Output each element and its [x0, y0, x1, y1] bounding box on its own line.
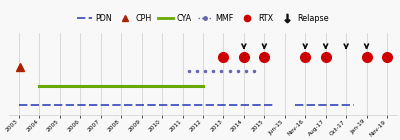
Legend: PDN, CPH, CYA, MMF, RTX, Relapse: PDN, CPH, CYA, MMF, RTX, Relapse: [74, 11, 332, 26]
